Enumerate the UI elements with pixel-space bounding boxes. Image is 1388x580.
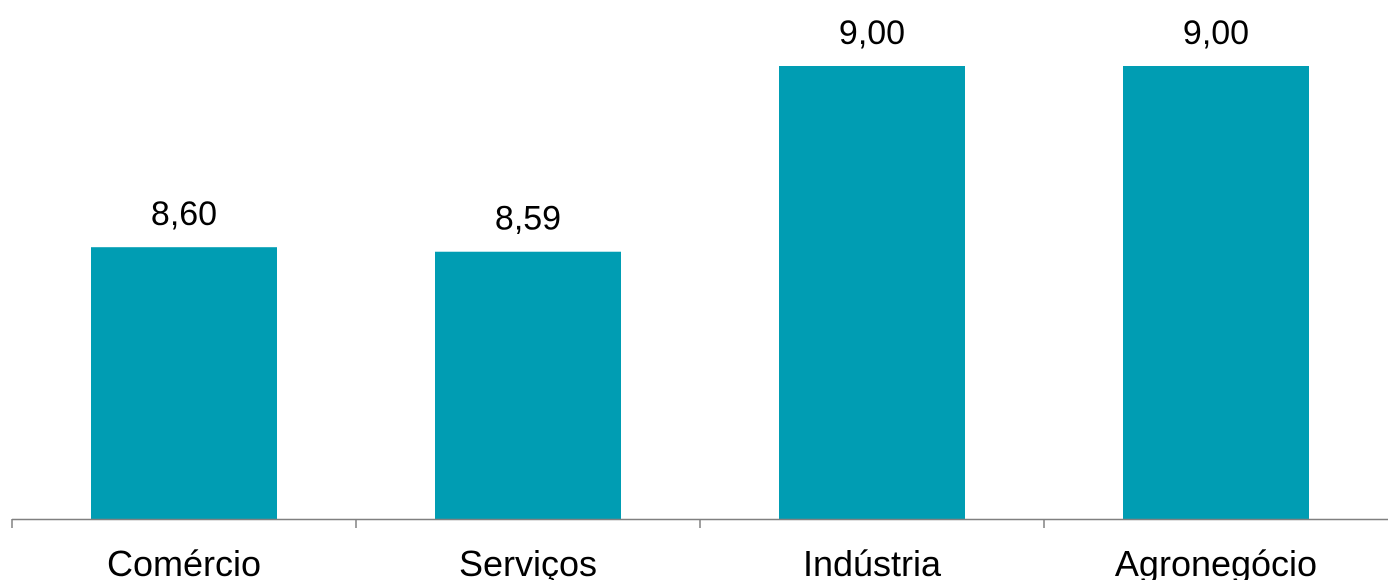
- bar-3: [1123, 66, 1309, 519]
- bar-value-label: 8,59: [495, 200, 561, 238]
- category-labels-group: Comércio Serviços Indústria Agronegócio: [107, 543, 1317, 580]
- bar-0: [91, 247, 277, 519]
- value-labels-group: 8,60 8,59 9,00 9,00: [151, 14, 1249, 238]
- category-label: Indústria: [803, 543, 942, 580]
- bar-value-label: 8,60: [151, 195, 217, 233]
- x-axis: [11, 518, 1388, 528]
- category-label: Comércio: [107, 543, 261, 580]
- bars-group: [91, 66, 1309, 520]
- category-label: Serviços: [459, 543, 597, 580]
- bar-1: [435, 251, 621, 520]
- bar-value-label: 9,00: [839, 14, 905, 52]
- bar-value-label: 9,00: [1183, 14, 1249, 52]
- category-label: Agronegócio: [1115, 543, 1317, 580]
- bar-2: [779, 66, 965, 519]
